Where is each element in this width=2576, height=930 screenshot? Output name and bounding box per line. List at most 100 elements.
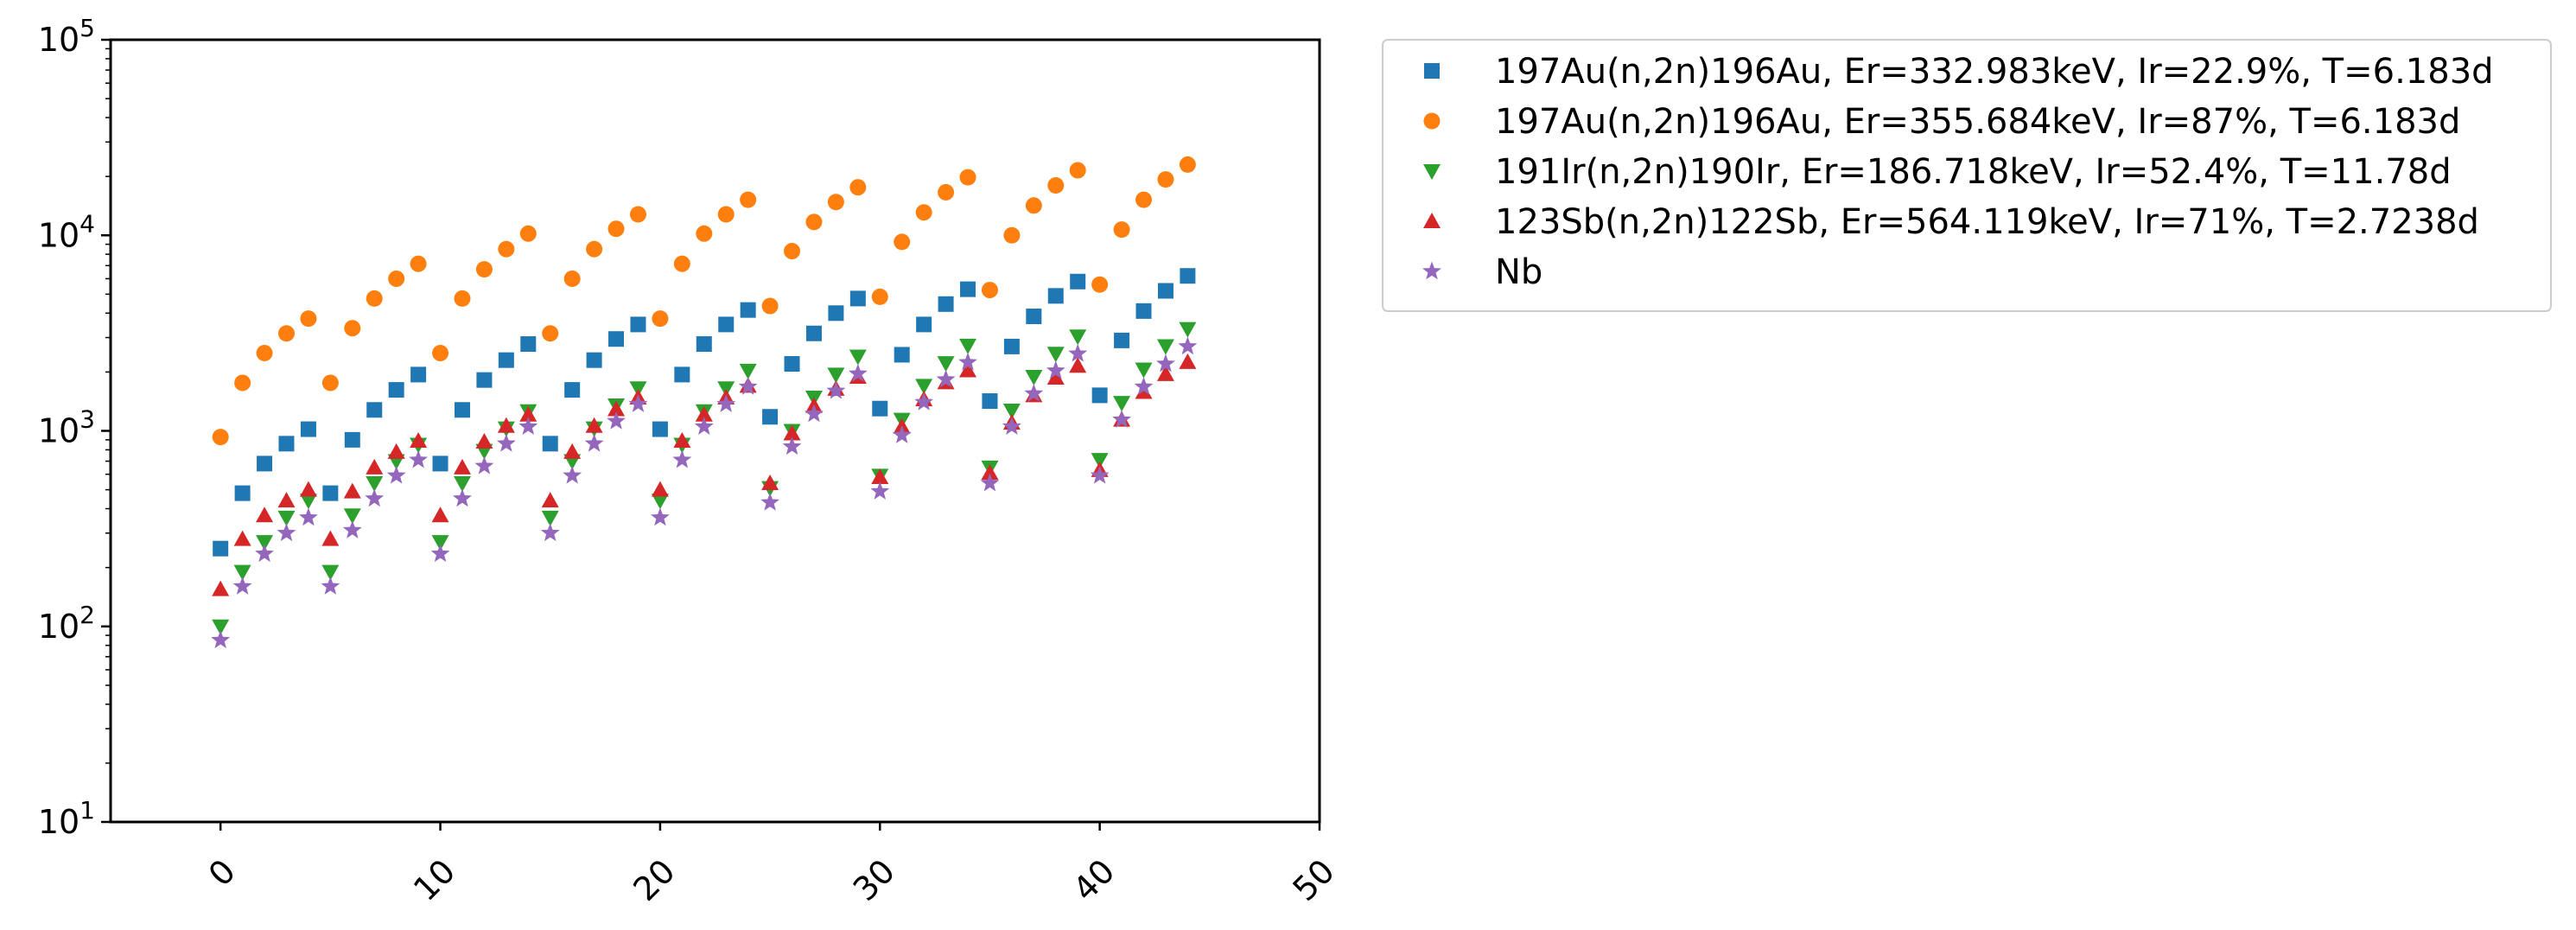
data-point [914, 392, 934, 411]
series-3 [212, 353, 1197, 596]
data-point [805, 325, 822, 341]
data-point [937, 356, 955, 373]
legend-label: Nb [1495, 252, 1542, 292]
data-point [784, 243, 801, 260]
data-point [738, 377, 758, 395]
data-point [980, 473, 1000, 492]
plot-frame [109, 38, 1321, 824]
data-point [694, 417, 714, 436]
data-point [278, 436, 295, 452]
data-point [981, 282, 998, 299]
data-point [959, 169, 976, 186]
data-point [387, 443, 405, 459]
data-point [365, 488, 385, 507]
data-point [234, 374, 251, 392]
series-0 [213, 268, 1196, 557]
data-point [232, 576, 252, 595]
data-point [498, 240, 515, 258]
data-point [1091, 276, 1109, 293]
data-point [585, 417, 603, 433]
legend-marker [1423, 112, 1441, 130]
data-point [1046, 347, 1065, 363]
data-point [366, 402, 383, 418]
data-point [849, 290, 866, 307]
data-point [739, 363, 757, 379]
data-point [916, 316, 932, 333]
data-point [1157, 283, 1174, 299]
x-tick-label: 50 [1285, 852, 1341, 908]
data-point [1135, 191, 1153, 208]
data-point [672, 449, 692, 468]
x-tick-label: 40 [1065, 852, 1122, 908]
data-point [234, 485, 251, 501]
data-point [652, 310, 669, 328]
data-point [256, 344, 273, 361]
data-point [650, 507, 670, 526]
data-point [870, 481, 890, 500]
data-point [410, 255, 427, 272]
legend-item: 191Ir(n,2n)190Ir, Er=186.718keV, Ir=52.4… [1423, 152, 2452, 192]
data-point [366, 476, 384, 493]
data-point [1135, 303, 1152, 319]
data-point [475, 261, 493, 278]
data-point [1091, 453, 1109, 469]
data-point [410, 366, 427, 383]
data-point [936, 369, 956, 388]
y-tick-label: 103 [38, 405, 95, 450]
data-point [1047, 176, 1065, 194]
data-point [300, 310, 317, 328]
data-point [586, 240, 603, 258]
data-point [212, 619, 230, 635]
legend-label: 197Au(n,2n)196Au, Er=355.684keV, Ir=87%,… [1495, 102, 2460, 142]
legend-item: Nb [1422, 252, 1542, 292]
data-point [343, 508, 361, 525]
data-point [454, 290, 471, 307]
data-point [761, 297, 779, 315]
data-point [716, 394, 736, 412]
data-point [257, 455, 273, 472]
data-point [1134, 377, 1154, 395]
data-point [740, 191, 757, 208]
data-point [277, 325, 295, 342]
data-point [299, 481, 317, 497]
data-point [1156, 365, 1174, 381]
data-point [366, 290, 383, 307]
data-point [1069, 329, 1087, 346]
data-point [1090, 465, 1110, 484]
data-point [321, 576, 340, 595]
data-point [299, 494, 317, 510]
data-point [630, 316, 646, 333]
data-point [1091, 387, 1108, 404]
data-point [1068, 343, 1088, 362]
data-point [430, 544, 450, 563]
data-point [211, 630, 231, 649]
data-point [342, 520, 362, 538]
data-point [871, 468, 889, 485]
data-point [256, 535, 274, 551]
x-axis: 0 10 20 30 40 50 [201, 822, 1342, 908]
data-point [695, 405, 713, 422]
data-point [628, 394, 648, 412]
data-point [652, 421, 668, 437]
data-point [805, 213, 823, 231]
data-point [321, 564, 340, 581]
data-point [476, 372, 493, 388]
data-point [321, 530, 340, 546]
x-tick-label: 10 [406, 852, 462, 908]
data-point [805, 404, 824, 423]
data-point [519, 225, 537, 242]
data-point [1135, 362, 1153, 379]
data-point [1025, 369, 1043, 385]
data-point [233, 530, 251, 546]
data-point [300, 421, 316, 437]
plot-points [211, 156, 1198, 649]
data-point [1002, 417, 1021, 436]
data-point [432, 344, 449, 361]
data-point [673, 431, 691, 448]
series-1 [212, 156, 1196, 446]
data-point [1156, 339, 1174, 355]
data-point [498, 352, 514, 368]
data-point [674, 366, 690, 383]
data-point [343, 482, 361, 499]
